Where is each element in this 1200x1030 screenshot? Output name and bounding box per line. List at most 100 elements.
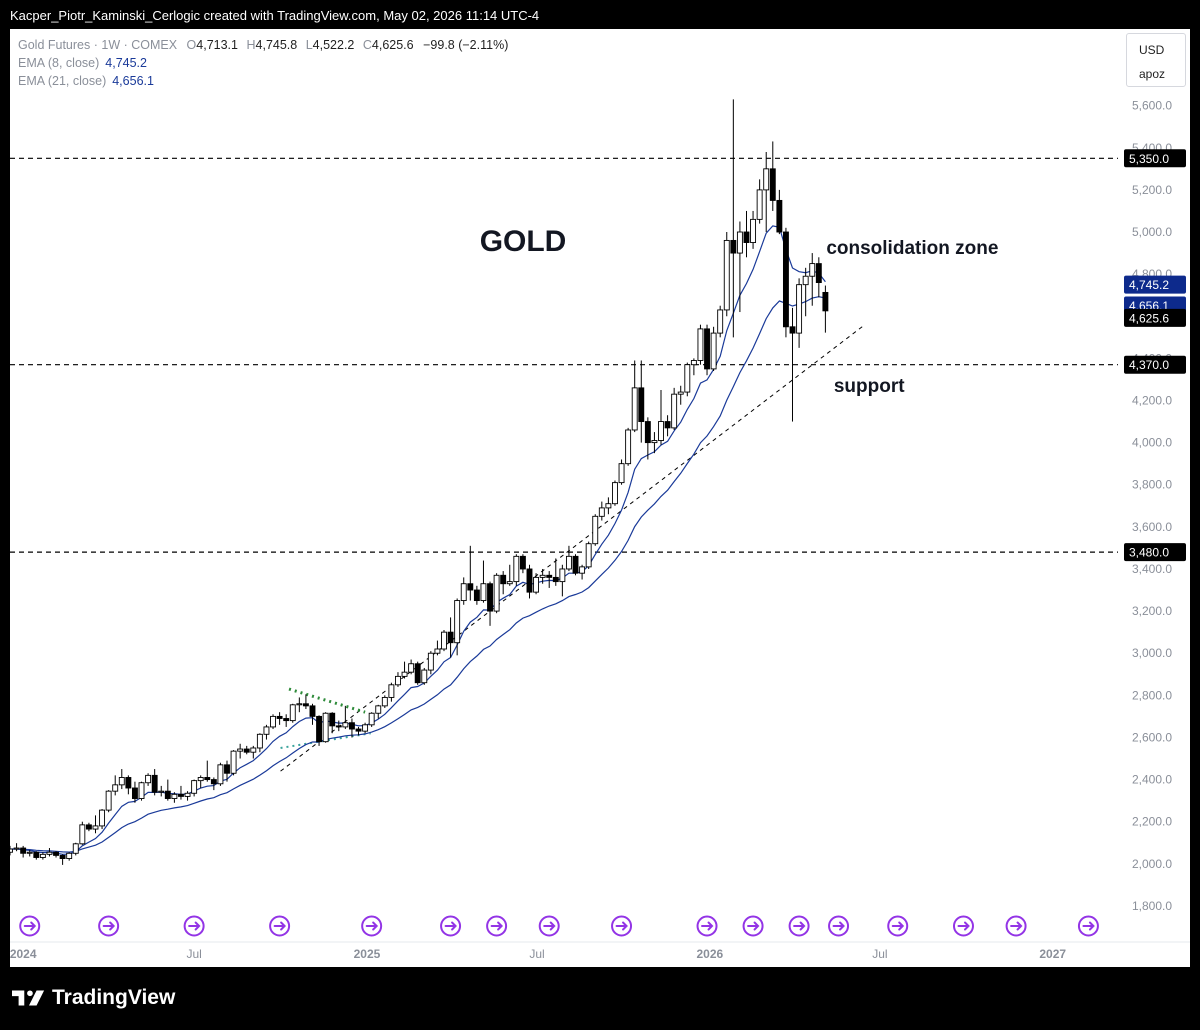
event-marker-arrow [444,921,457,931]
event-marker-arrow [615,921,628,931]
event-marker-icon [486,915,508,937]
candle [401,661,408,679]
candle-body [671,393,678,429]
event-marker-icon [538,915,560,937]
candle [447,617,454,658]
candle-body [447,631,454,644]
candle-body [460,583,467,602]
tradingview-brand: TradingView [12,986,175,1010]
candle [197,775,204,789]
candle [10,845,13,856]
candle [178,785,184,800]
candle-body [309,705,316,717]
candle-body [480,583,487,602]
event-marker-arrow [747,921,760,931]
candle-body [256,733,263,749]
chart-area[interactable]: 1,800.0 2,000.0 2,200.0 2,400.0 2,600.0 2,800… [10,29,1190,967]
y-tick-label: 4,200.0 [1132,393,1172,407]
candle [381,695,388,708]
candle [355,726,362,736]
candle-body [776,199,783,233]
candle-body [585,543,592,568]
candle-body [513,555,520,583]
event-marker-icon [742,915,764,937]
candle [487,581,493,626]
candle-body [802,275,809,286]
candle-body [342,722,349,728]
event-marker-arrow [102,921,116,931]
candle [618,459,625,485]
candle [131,781,138,803]
candle [513,554,520,586]
price-axis: 1,800.0 2,000.0 2,200.0 2,400.0 2,600.0 2,800… [1132,99,1172,913]
event-marker-icon [19,915,41,937]
candle-body [217,764,224,785]
candle-body [388,684,395,698]
candle-body [815,263,822,284]
candle-body [92,825,99,830]
candle [250,745,257,759]
price-chart-svg[interactable]: 1,800.0 2,000.0 2,200.0 2,400.0 2,600.0 2,800… [10,29,1190,967]
candle-body [809,263,816,277]
candle [316,715,323,746]
price-tag-label: 4,625.6 [1129,311,1169,325]
candle [500,571,507,595]
x-tick-label: 2027 [1039,947,1066,961]
candle-body [184,792,191,797]
candle-body [723,239,730,311]
candle [473,585,480,605]
candle [302,694,309,710]
candle [296,697,303,713]
candle-body [171,793,178,799]
y-tick-label: 3,200.0 [1132,604,1172,618]
candle [638,360,645,443]
candle-body [618,463,625,484]
candle [467,545,474,601]
candle [283,714,290,727]
candle-body [822,291,829,312]
low-label: L [305,38,313,52]
event-marker-icon [1005,915,1027,937]
candle [210,777,217,791]
currency-unit-selector[interactable]: USD apoz [1126,33,1186,87]
ema-8-line [10,225,826,855]
candle-body [151,774,158,793]
event-marker-icon [98,915,120,937]
candle-body [302,703,309,707]
event-marker-arrow [490,921,504,931]
candle-body [46,851,53,855]
candle-body [658,421,664,441]
candle [184,791,191,801]
candle-body [441,631,447,650]
event-marker-arrow [273,921,287,931]
ema8-legend: EMA (8, close) 4,745.2 [18,56,147,70]
candle [46,848,53,857]
x-tick-label: Jul [529,947,544,961]
price-tag [1124,308,1186,327]
candle-body [789,326,796,334]
y-tick-label: 3,800.0 [1132,478,1172,492]
candle [717,305,724,338]
event-marker-arrow [793,921,806,931]
chart-caption: Kacper_Piotr_Kaminski_Cerlogic created w… [10,8,540,23]
candle [585,541,592,569]
event-marker-icon [183,915,205,937]
candle-body [158,790,165,793]
candle-body [598,507,605,517]
y-tick-label: 2,200.0 [1132,815,1172,829]
ema21-value: 4,656.1 [112,74,154,88]
y-tick-label: 5,600.0 [1132,99,1172,113]
candle-body [526,568,533,593]
candle [684,362,691,397]
candle-body [395,675,401,686]
candle [20,845,27,858]
tradingview-logo-icon [12,990,45,1006]
candle-body [20,847,27,854]
candle-body [467,583,474,591]
candle-body [118,777,125,786]
candle [348,718,355,738]
candle-body [664,421,671,429]
candle-body [408,663,415,673]
y-tick-label: 2,000.0 [1132,857,1172,871]
candle [822,285,829,333]
